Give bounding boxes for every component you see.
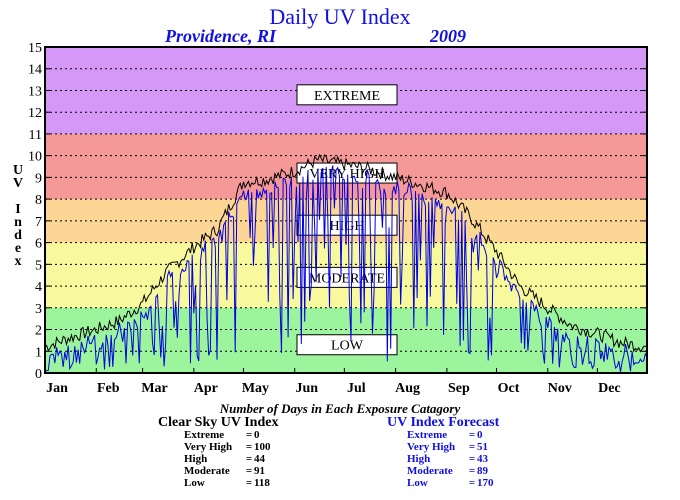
y-tick-label: 13 bbox=[28, 84, 42, 99]
band-label: VERY HIGH bbox=[309, 167, 384, 182]
y-tick-label: 1 bbox=[35, 345, 42, 360]
clear-sky-stat-value: 0 bbox=[254, 429, 260, 441]
y-tick-label: 2 bbox=[35, 324, 42, 339]
plot-frame bbox=[44, 46, 648, 374]
year-subtitle: 2009 bbox=[430, 26, 466, 46]
y-tick-label: 9 bbox=[35, 171, 42, 186]
forecast-stat-row: Moderate = 89 bbox=[407, 465, 488, 477]
equals-sign: = bbox=[468, 477, 476, 489]
clear-sky-stat-label: Low bbox=[184, 477, 205, 489]
y-tick-label: 14 bbox=[28, 63, 42, 78]
clear-sky-stat-row: High = 44 bbox=[184, 453, 265, 465]
month-label: Jul bbox=[347, 381, 366, 396]
month-label: Feb bbox=[97, 381, 120, 396]
forecast-stat-row: Low = 170 bbox=[407, 477, 494, 489]
forecast-stat-row: High = 43 bbox=[407, 453, 488, 465]
location-subtitle: Providence, RI bbox=[165, 26, 276, 46]
clear-sky-stat-row: Low = 118 bbox=[184, 477, 270, 489]
clear-sky-stat-label: Moderate bbox=[184, 465, 230, 477]
y-axis-label-letter: V bbox=[13, 176, 23, 191]
forecast-stat-label: High bbox=[407, 453, 431, 465]
clear-sky-stat-row: Extreme = 0 bbox=[184, 429, 260, 441]
y-axis-label-letter: U bbox=[13, 163, 23, 178]
equals-sign: = bbox=[245, 465, 253, 477]
stats-heading: Number of Days in Each Exposure Catagory bbox=[219, 401, 461, 416]
equals-sign: = bbox=[245, 453, 253, 465]
month-label: Dec bbox=[598, 381, 621, 396]
y-tick-label: 3 bbox=[35, 302, 42, 317]
y-tick-label: 11 bbox=[29, 128, 42, 143]
y-tick-label: 4 bbox=[35, 280, 42, 295]
equals-sign: = bbox=[245, 441, 253, 453]
clear-sky-stat-value: 91 bbox=[254, 465, 265, 477]
y-axis-label-letter: x bbox=[15, 254, 22, 269]
band-label: LOW bbox=[331, 339, 364, 354]
equals-sign: = bbox=[468, 429, 476, 441]
y-axis-label-letter: d bbox=[14, 228, 22, 243]
equals-sign: = bbox=[245, 429, 253, 441]
clear-sky-series bbox=[44, 153, 648, 353]
clear-sky-stat-row: Very High = 100 bbox=[184, 441, 271, 453]
y-axis-label-letter: e bbox=[15, 241, 21, 256]
forecast-stat-label: Low bbox=[407, 477, 428, 489]
forecast-stat-value: 51 bbox=[477, 441, 488, 453]
forecast-stat-value: 0 bbox=[477, 429, 483, 441]
y-tick-label: 6 bbox=[35, 237, 42, 252]
clear-sky-stat-value: 118 bbox=[254, 477, 270, 489]
forecast-stat-label: Moderate bbox=[407, 465, 453, 477]
y-tick-label: 0 bbox=[35, 367, 42, 382]
clear-sky-stat-label: Very High bbox=[184, 441, 233, 453]
equals-sign: = bbox=[245, 477, 253, 489]
month-label: Jan bbox=[46, 381, 68, 396]
month-label: Nov bbox=[548, 381, 572, 396]
band-label: HIGH bbox=[330, 219, 365, 234]
month-label: Aug bbox=[395, 381, 420, 396]
y-axis-label-letter: I bbox=[15, 202, 20, 217]
equals-sign: = bbox=[468, 441, 476, 453]
forecast-stat-label: Extreme bbox=[407, 429, 448, 441]
clear-sky-stat-value: 44 bbox=[254, 453, 265, 465]
y-tick-label: 15 bbox=[28, 41, 42, 56]
month-label: May bbox=[242, 381, 269, 396]
y-tick-label: 10 bbox=[28, 150, 42, 165]
month-label: Mar bbox=[141, 381, 167, 396]
band-label-box bbox=[296, 84, 398, 106]
forecast-stat-row: Very High = 51 bbox=[407, 441, 488, 453]
clear-sky-stat-label: High bbox=[184, 453, 208, 465]
y-tick-label: 7 bbox=[35, 215, 42, 230]
clear-sky-stat-label: Extreme bbox=[184, 429, 225, 441]
y-tick-label: 5 bbox=[35, 258, 42, 273]
forecast-heading: UV Index Forecast bbox=[387, 415, 500, 430]
forecast-series bbox=[44, 165, 648, 372]
chart-title: Daily UV Index bbox=[269, 4, 411, 29]
y-tick-label: 8 bbox=[35, 193, 42, 208]
band-label: MODERATE bbox=[309, 271, 385, 286]
month-label: Oct bbox=[498, 381, 520, 396]
forecast-stat-value: 43 bbox=[477, 453, 488, 465]
clear-sky-heading: Clear Sky UV Index bbox=[158, 415, 279, 430]
equals-sign: = bbox=[468, 465, 476, 477]
y-tick-label: 12 bbox=[28, 106, 42, 121]
forecast-stat-label: Very High bbox=[407, 441, 456, 453]
month-label: Sep bbox=[448, 381, 470, 396]
band-label-box bbox=[296, 266, 398, 288]
clear-sky-stat-row: Moderate = 91 bbox=[184, 465, 265, 477]
band-label: EXTREME bbox=[314, 89, 380, 104]
month-label: Apr bbox=[194, 381, 218, 396]
band-label-box bbox=[296, 334, 398, 356]
forecast-stat-row: Extreme = 0 bbox=[407, 429, 483, 441]
equals-sign: = bbox=[468, 453, 476, 465]
forecast-stat-value: 89 bbox=[477, 465, 488, 477]
forecast-stat-value: 170 bbox=[477, 477, 494, 489]
y-axis-label-letter: n bbox=[14, 215, 22, 230]
month-label: Jun bbox=[295, 381, 318, 396]
clear-sky-stat-value: 100 bbox=[254, 441, 271, 453]
uv-chart: LOW MODERATE HIGH VERY HIGH EXTREME Jan Feb Mar… bbox=[13, 41, 648, 396]
